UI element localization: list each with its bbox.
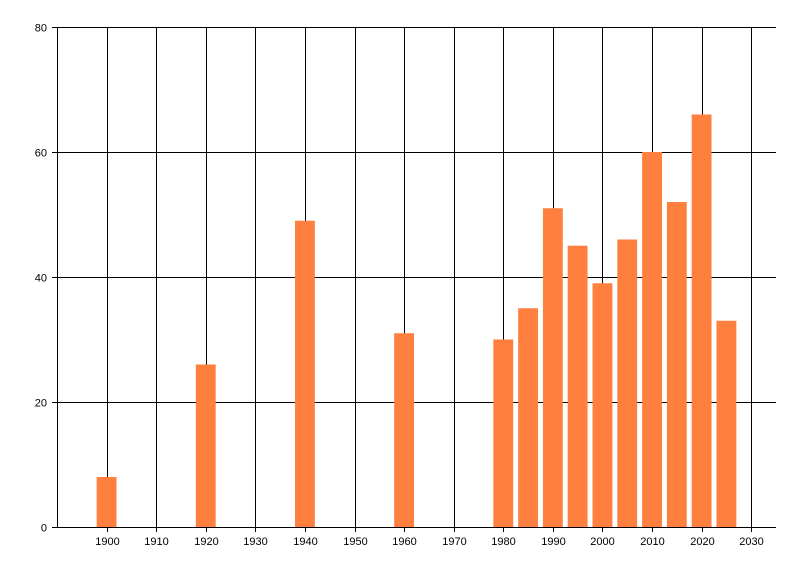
x-tick-label: 1990: [541, 536, 565, 548]
bar: [617, 239, 638, 527]
bar: [666, 202, 687, 527]
bar: [542, 208, 563, 527]
y-tick-label: 60: [35, 148, 47, 160]
bar: [567, 245, 588, 527]
x-tick-label: 1900: [95, 536, 119, 548]
y-tick-label: 20: [35, 398, 47, 410]
y-tick-label: 40: [35, 273, 47, 285]
x-tick-label: 1960: [392, 536, 416, 548]
x-tick-label: 1980: [491, 536, 515, 548]
bar: [691, 114, 712, 527]
x-tick-label: 2030: [739, 536, 763, 548]
y-axis-ticks: 0 20 40 60 80: [35, 23, 57, 535]
x-tick-label: 1920: [194, 536, 218, 548]
x-tick-label: 1950: [343, 536, 367, 548]
x-tick-label: 1970: [442, 536, 466, 548]
x-tick-label: 1930: [243, 536, 267, 548]
x-tick-label: 1940: [293, 536, 317, 548]
x-tick-label: 2000: [590, 536, 614, 548]
y-tick-label: 80: [35, 23, 47, 35]
bar: [96, 477, 117, 527]
x-axis-ticks: 1900 1910 1920 1930 1940 1950 1960 1970 1980 1990…: [95, 527, 764, 548]
bar: [295, 220, 315, 527]
bars: [96, 114, 737, 527]
x-tick-label: 2020: [690, 536, 714, 548]
x-tick-label: 1910: [144, 536, 168, 548]
y-tick-label: 0: [41, 523, 47, 535]
bar: [716, 320, 737, 527]
bar: [518, 308, 538, 527]
bar: [195, 364, 216, 527]
bar: [592, 283, 613, 527]
bar: [493, 339, 514, 527]
x-tick-label: 2010: [640, 536, 664, 548]
bar: [642, 152, 662, 527]
axes: [57, 27, 776, 528]
bar: [394, 333, 415, 527]
